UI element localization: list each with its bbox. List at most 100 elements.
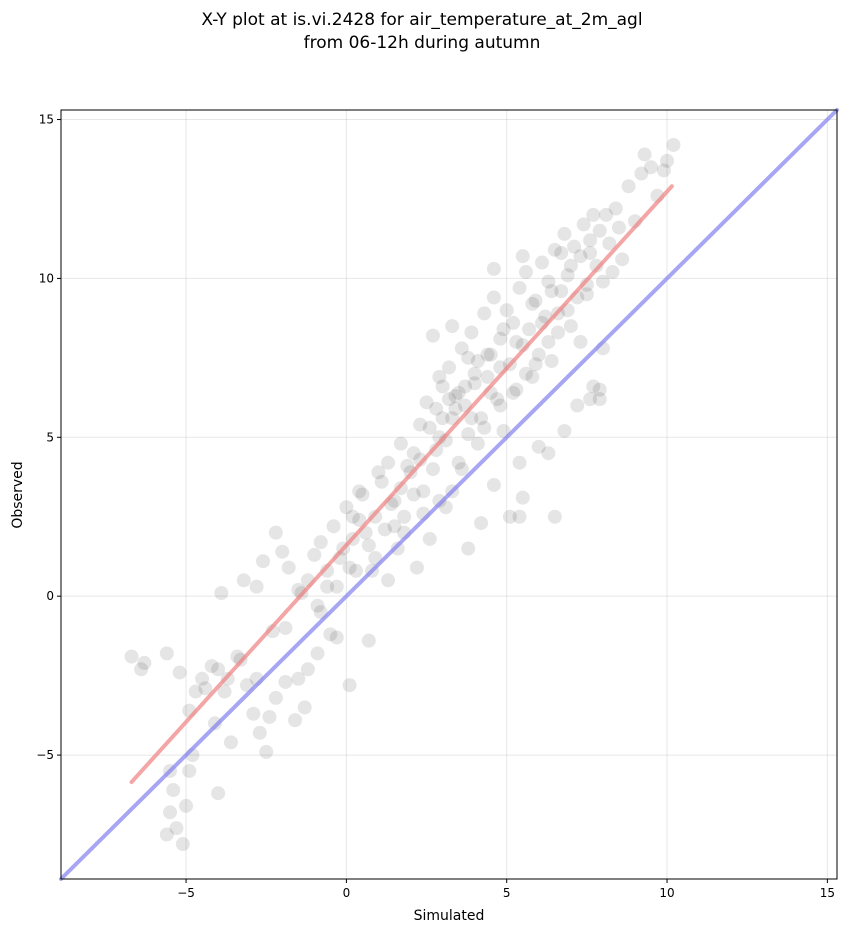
scatter-point	[435, 379, 450, 394]
scatter-point	[557, 226, 572, 241]
scatter-point	[310, 598, 325, 613]
scatter-point	[461, 350, 476, 365]
scatter-point	[377, 522, 392, 537]
scatter-point	[474, 411, 489, 426]
scatter-point	[387, 519, 402, 534]
scatter-point	[361, 538, 376, 553]
scatter-point	[329, 579, 344, 594]
scatter-point	[477, 420, 492, 435]
scatter-point	[474, 516, 489, 531]
scatter-point	[589, 258, 604, 273]
scatter-point	[512, 509, 527, 524]
scatter-point	[531, 347, 546, 362]
scatter-point	[339, 500, 354, 515]
scatter-point	[345, 509, 360, 524]
scatter-point	[268, 690, 283, 705]
scatter-point	[422, 531, 437, 546]
x-axis-label: Simulated	[414, 908, 485, 924]
scatter-point	[217, 684, 232, 699]
scatter-point	[499, 303, 514, 318]
scatter-point	[563, 319, 578, 334]
scatter-point	[579, 287, 594, 302]
scatter-point	[644, 160, 659, 175]
scatter-point	[349, 563, 364, 578]
scatter-point	[602, 236, 617, 251]
scatter-point	[611, 220, 626, 235]
fit-lines	[59, 108, 839, 881]
scatter-point	[637, 147, 652, 162]
x-tick-label: 15	[820, 886, 835, 900]
scatter-point	[207, 716, 222, 731]
scatter-point	[310, 646, 325, 661]
scatter-point	[406, 446, 421, 461]
scatter-point	[480, 347, 495, 362]
scatter-point	[509, 334, 524, 349]
scatter-point	[313, 535, 328, 550]
scatter-point	[195, 671, 210, 686]
scatter-point	[570, 398, 585, 413]
y-tick-label: 15	[39, 113, 54, 127]
scatter-point	[547, 242, 562, 257]
scatter-point	[368, 509, 383, 524]
scatter-point	[480, 369, 495, 384]
scatter-point	[573, 334, 588, 349]
scatter-point	[419, 395, 434, 410]
y-tick-label: 10	[39, 271, 54, 285]
scatter-point	[397, 509, 412, 524]
scatter-point	[246, 706, 261, 721]
scatter-point	[159, 827, 174, 842]
scatter-point	[320, 563, 335, 578]
scatter-point	[393, 436, 408, 451]
scatter-point	[134, 662, 149, 677]
scatter-point	[451, 455, 466, 470]
scatter-point	[413, 417, 428, 432]
y-tick-label: −5	[36, 748, 54, 762]
scatter-point	[451, 385, 466, 400]
scatter-point	[467, 376, 482, 391]
scatter-point	[163, 805, 178, 820]
x-tick-label: 10	[659, 886, 674, 900]
scatter-point	[278, 620, 293, 635]
plot-frame	[60, 109, 838, 880]
scatter-point	[576, 217, 591, 232]
scatter-point	[374, 474, 389, 489]
scatter-point	[541, 334, 556, 349]
scatter-point	[307, 547, 322, 562]
scatter-point	[493, 398, 508, 413]
scatter-point	[592, 223, 607, 238]
identity-line	[59, 108, 839, 881]
scatter-point	[502, 509, 517, 524]
scatter-point	[188, 684, 203, 699]
scatter-point	[528, 357, 543, 372]
scatter-point	[599, 207, 614, 222]
x-axis-ticks: −5 0 5 10 15	[177, 879, 835, 900]
scatter-point	[323, 627, 338, 642]
scatter-point	[458, 379, 473, 394]
scatter-point	[223, 735, 238, 750]
scatter-point	[278, 674, 293, 689]
scatter-point	[586, 207, 601, 222]
scatter-point	[483, 347, 498, 362]
scatter-point	[621, 179, 636, 194]
scatter-point	[329, 630, 344, 645]
x-tick-label: 5	[503, 886, 511, 900]
scatter-point	[509, 382, 524, 397]
scatter-point	[300, 662, 315, 677]
scatter-point	[256, 554, 271, 569]
scatter-point	[506, 385, 521, 400]
scatter-point	[528, 293, 543, 308]
scatter-point	[592, 392, 607, 407]
chart-subtitle: from 06-12h during autumn	[304, 33, 541, 53]
scatter-point	[470, 436, 485, 451]
chart-title: X-Y plot at is.vi.2428 for air_temperatu…	[201, 10, 642, 30]
scatter-point	[595, 274, 610, 289]
scatter-point	[531, 439, 546, 454]
scatter-point	[490, 392, 505, 407]
scatter-point	[486, 290, 501, 305]
scatter-point	[381, 455, 396, 470]
scatter-point	[342, 678, 357, 693]
scatter-point	[400, 458, 415, 473]
scatter-point	[660, 153, 675, 168]
scatter-point	[182, 763, 197, 778]
x-tick-label: 0	[343, 886, 351, 900]
